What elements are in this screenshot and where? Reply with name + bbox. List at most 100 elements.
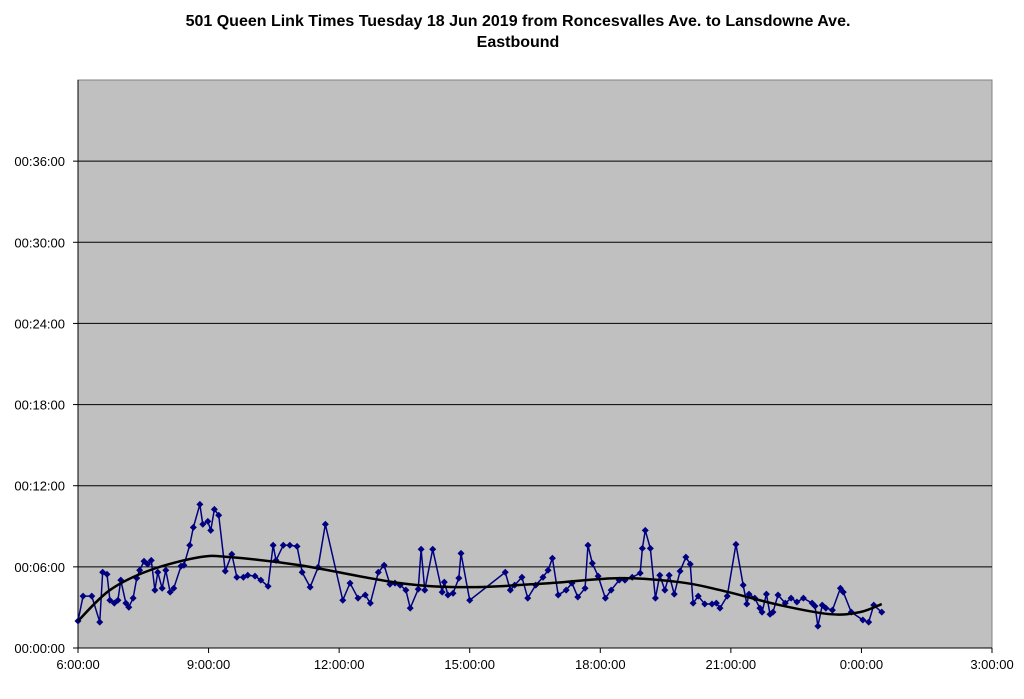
data-point [233, 573, 241, 581]
data-point [129, 594, 137, 602]
data-point [354, 594, 362, 602]
x-tick-label: 6:00:00 [56, 657, 99, 672]
data-point [544, 566, 552, 574]
data-point [506, 586, 514, 594]
data-point [79, 592, 87, 600]
x-tick-label: 12:00:00 [314, 657, 365, 672]
data-point [147, 556, 155, 564]
data-point [162, 566, 170, 574]
data-point [636, 569, 644, 577]
data-point [414, 585, 422, 593]
data-point [716, 604, 724, 612]
x-tick-label: 9:00:00 [187, 657, 230, 672]
data-point [417, 545, 425, 553]
data-point [366, 599, 374, 607]
y-tick-label: 00:00:00 [14, 641, 65, 656]
data-point [774, 591, 782, 599]
data-point [607, 586, 615, 594]
data-point [584, 541, 592, 549]
data-point [466, 596, 474, 604]
trendline-path [77, 554, 883, 622]
data-point [811, 602, 819, 610]
data-point [207, 526, 215, 534]
data-point [739, 581, 747, 589]
x-tick-label: 0:00:00 [840, 657, 883, 672]
data-point [524, 594, 532, 602]
data-point [548, 554, 556, 562]
data-point [166, 588, 174, 596]
y-tick-label: 00:18:00 [14, 398, 65, 413]
y-tick-label: 00:36:00 [14, 154, 65, 169]
data-point [518, 573, 526, 581]
data-point [641, 526, 649, 534]
data-point [204, 517, 212, 525]
data-point [732, 540, 740, 548]
data-point [676, 567, 684, 575]
data-point [787, 594, 795, 602]
data-point [712, 599, 720, 607]
gridlines [78, 160, 992, 568]
data-point [814, 622, 822, 630]
data-point [244, 571, 252, 579]
data-point [269, 541, 277, 549]
x-axis: 6:00:00 9:00:00 12:00:00 15:00:00 18:00:00 21… [56, 647, 1014, 672]
data-point [402, 586, 410, 594]
x-tick-label: 15:00:00 [444, 657, 495, 672]
data-point [210, 505, 218, 513]
plot-area [77, 79, 993, 649]
data-point [694, 592, 702, 600]
data-point [306, 583, 314, 591]
data-point [638, 544, 646, 552]
data-point [189, 523, 197, 531]
data-point [106, 596, 114, 604]
data-point [361, 591, 369, 599]
data-point [865, 618, 873, 626]
data-point [822, 604, 830, 612]
data-point [769, 608, 777, 616]
data-point [251, 572, 259, 580]
data-point [574, 593, 582, 601]
data-point [298, 568, 306, 576]
data-point [665, 571, 673, 579]
data-point [440, 578, 448, 586]
data-point [429, 545, 437, 553]
data-point [682, 553, 690, 561]
data-point [646, 544, 654, 552]
data-point [661, 586, 669, 594]
x-tick-label: 18:00:00 [575, 657, 626, 672]
data-point [562, 586, 570, 594]
data-point [859, 616, 867, 624]
data-point [793, 598, 801, 606]
data-point [257, 576, 265, 584]
data-point [701, 600, 709, 608]
data-point [457, 549, 465, 557]
data-point [125, 603, 133, 611]
data-point [588, 559, 596, 567]
data-point [421, 586, 429, 594]
data-point [339, 596, 347, 604]
data-point [136, 566, 144, 574]
data-point [758, 608, 766, 616]
data-point [293, 542, 301, 550]
data-point [221, 567, 229, 575]
data-point [346, 579, 354, 587]
chart-subtitle: Eastbound [477, 34, 560, 51]
chart-title: 501 Queen Link Times Tuesday 18 Jun 2019… [186, 13, 851, 30]
data-point [539, 573, 547, 581]
data-point [762, 590, 770, 598]
data-point [158, 584, 166, 592]
data-point [799, 594, 807, 602]
data-point [151, 586, 159, 594]
data-point [554, 591, 562, 599]
data-point [601, 594, 609, 602]
data-point [180, 561, 188, 569]
data-point [501, 568, 509, 576]
data-point [154, 568, 162, 576]
data-point [828, 606, 836, 614]
data-point [114, 596, 122, 604]
data-point [839, 588, 847, 596]
data-point [215, 511, 223, 519]
data-point [96, 618, 104, 626]
data-point [449, 589, 457, 597]
data-point [279, 541, 287, 549]
